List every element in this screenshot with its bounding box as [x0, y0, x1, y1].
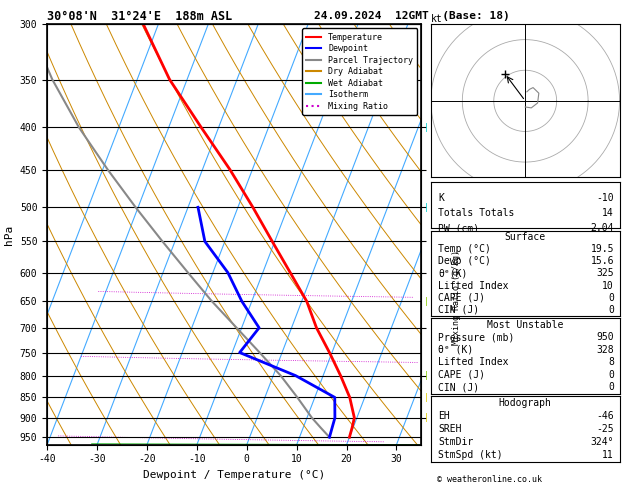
Text: StmDir: StmDir [438, 437, 474, 447]
Text: CAPE (J): CAPE (J) [438, 293, 486, 303]
Text: |: | [425, 123, 428, 132]
Text: Surface: Surface [504, 232, 546, 242]
Text: Lifted Index: Lifted Index [438, 357, 509, 367]
Text: |: | [425, 393, 428, 402]
Text: CIN (J): CIN (J) [438, 382, 479, 392]
Text: 19.5: 19.5 [591, 244, 614, 254]
Text: 14: 14 [602, 208, 614, 218]
Text: -46: -46 [596, 411, 614, 421]
Text: Temp (°C): Temp (°C) [438, 244, 491, 254]
Text: 2.04: 2.04 [591, 224, 614, 233]
Text: 0: 0 [608, 370, 614, 380]
Text: LCL: LCL [437, 430, 452, 439]
Text: -25: -25 [596, 424, 614, 434]
Y-axis label: km
ASL: km ASL [454, 235, 471, 256]
Text: 24.09.2024  12GMT  (Base: 18): 24.09.2024 12GMT (Base: 18) [314, 11, 510, 21]
Text: © weatheronline.co.uk: © weatheronline.co.uk [437, 474, 542, 484]
Text: kt: kt [431, 14, 443, 24]
Text: 950: 950 [596, 332, 614, 342]
Text: 325: 325 [596, 268, 614, 278]
Text: |: | [425, 297, 428, 306]
Text: 328: 328 [596, 345, 614, 355]
Text: 324°: 324° [591, 437, 614, 447]
Text: Lifted Index: Lifted Index [438, 280, 509, 291]
Legend: Temperature, Dewpoint, Parcel Trajectory, Dry Adiabat, Wet Adiabat, Isotherm, Mi: Temperature, Dewpoint, Parcel Trajectory… [303, 29, 417, 115]
Text: |: | [425, 414, 428, 422]
Text: 0: 0 [608, 305, 614, 315]
Text: CAPE (J): CAPE (J) [438, 370, 486, 380]
Text: StmSpd (kt): StmSpd (kt) [438, 450, 503, 460]
Text: |: | [425, 203, 428, 212]
Text: PW (cm): PW (cm) [438, 224, 479, 233]
Text: EH: EH [438, 411, 450, 421]
X-axis label: Dewpoint / Temperature (°C): Dewpoint / Temperature (°C) [143, 470, 325, 480]
Text: SREH: SREH [438, 424, 462, 434]
Text: Hodograph: Hodograph [499, 398, 552, 408]
Text: 11: 11 [602, 450, 614, 460]
Text: 15.6: 15.6 [591, 256, 614, 266]
Text: 10: 10 [602, 280, 614, 291]
Text: CIN (J): CIN (J) [438, 305, 479, 315]
Text: θᵉ(K): θᵉ(K) [438, 268, 468, 278]
Text: 30°08'N  31°24'E  188m ASL: 30°08'N 31°24'E 188m ASL [47, 10, 233, 23]
Text: 0: 0 [608, 382, 614, 392]
Text: Mixing Ratio (g/kg): Mixing Ratio (g/kg) [452, 250, 460, 345]
Text: |: | [425, 371, 428, 380]
Text: -10: -10 [596, 192, 614, 203]
Text: Totals Totals: Totals Totals [438, 208, 515, 218]
Text: 8: 8 [608, 357, 614, 367]
Text: Dewp (°C): Dewp (°C) [438, 256, 491, 266]
Text: 0: 0 [608, 293, 614, 303]
Text: Most Unstable: Most Unstable [487, 320, 564, 330]
Y-axis label: hPa: hPa [4, 225, 14, 244]
Text: K: K [438, 192, 444, 203]
Text: Pressure (mb): Pressure (mb) [438, 332, 515, 342]
Text: θᵉ (K): θᵉ (K) [438, 345, 474, 355]
